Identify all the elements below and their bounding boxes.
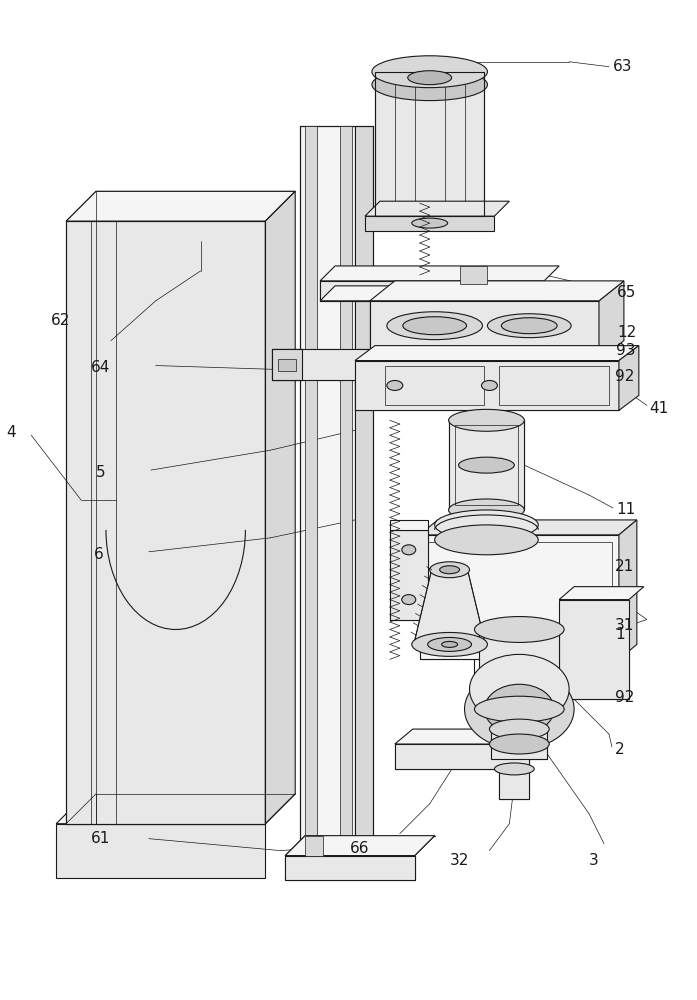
Bar (305, 126, 317, 854)
Bar (370, 301, 599, 361)
Ellipse shape (484, 684, 554, 734)
Text: 31: 31 (615, 618, 634, 633)
Bar (449, 420, 524, 510)
Text: 66: 66 (350, 841, 369, 856)
Bar (305, 836, 323, 856)
Ellipse shape (475, 696, 564, 722)
Polygon shape (619, 346, 639, 410)
Bar (273, 349, 372, 380)
Polygon shape (266, 191, 296, 824)
Ellipse shape (475, 617, 564, 642)
Bar (340, 126, 352, 854)
Ellipse shape (429, 562, 470, 578)
Bar (300, 126, 355, 854)
Text: 41: 41 (649, 401, 668, 416)
Polygon shape (365, 201, 510, 216)
Polygon shape (619, 520, 637, 659)
Bar (491, 729, 547, 759)
Polygon shape (66, 221, 266, 824)
Ellipse shape (470, 654, 569, 724)
Text: 61: 61 (91, 831, 110, 846)
Bar (278, 359, 296, 371)
Ellipse shape (372, 56, 487, 88)
Ellipse shape (489, 719, 549, 739)
Ellipse shape (401, 545, 415, 555)
Text: 92: 92 (615, 369, 634, 384)
Ellipse shape (489, 734, 549, 754)
Polygon shape (390, 520, 428, 530)
Polygon shape (56, 824, 266, 878)
Text: 65: 65 (617, 285, 636, 300)
Ellipse shape (387, 380, 403, 390)
Text: 93: 93 (616, 343, 636, 358)
Polygon shape (56, 794, 296, 824)
Text: 12: 12 (617, 325, 636, 340)
Text: 1: 1 (615, 627, 625, 642)
Bar (355, 126, 373, 854)
Bar (454, 425, 519, 505)
Ellipse shape (372, 69, 487, 101)
Polygon shape (66, 191, 296, 221)
Bar (447, 520, 526, 540)
Bar (375, 72, 484, 216)
Polygon shape (355, 346, 639, 361)
Polygon shape (320, 266, 559, 281)
Bar (385, 366, 484, 405)
Text: 64: 64 (91, 360, 110, 375)
Text: 11: 11 (616, 502, 635, 517)
Bar (375, 72, 484, 216)
Ellipse shape (494, 763, 535, 775)
Ellipse shape (449, 409, 524, 431)
Ellipse shape (482, 380, 498, 390)
Ellipse shape (435, 525, 538, 555)
Polygon shape (414, 570, 485, 644)
Bar (499, 366, 609, 405)
Bar (395, 744, 529, 769)
Ellipse shape (408, 71, 452, 85)
Bar (499, 769, 529, 799)
Ellipse shape (442, 641, 457, 647)
Text: 6: 6 (94, 547, 104, 562)
Bar (559, 600, 629, 699)
Text: 32: 32 (450, 853, 469, 868)
Ellipse shape (401, 595, 415, 605)
Text: 62: 62 (51, 313, 70, 328)
Ellipse shape (403, 317, 466, 335)
Text: 3: 3 (589, 853, 599, 868)
Bar (390, 530, 428, 620)
Polygon shape (599, 281, 624, 361)
Text: 4: 4 (6, 425, 16, 440)
Ellipse shape (464, 669, 574, 749)
Ellipse shape (428, 637, 471, 651)
Bar (273, 349, 302, 380)
Bar (428, 542, 612, 651)
Polygon shape (285, 856, 415, 880)
Ellipse shape (387, 312, 482, 340)
Polygon shape (420, 520, 637, 535)
Bar (355, 361, 619, 410)
Polygon shape (365, 216, 494, 231)
Polygon shape (559, 587, 644, 600)
Text: 63: 63 (613, 59, 632, 74)
Ellipse shape (412, 632, 487, 656)
Text: 2: 2 (615, 742, 625, 757)
Bar (320, 281, 544, 301)
Bar (459, 266, 487, 284)
Text: 92: 92 (615, 690, 634, 705)
Ellipse shape (440, 566, 459, 574)
Polygon shape (285, 836, 435, 856)
Polygon shape (320, 286, 559, 301)
Ellipse shape (435, 510, 538, 540)
Polygon shape (395, 729, 547, 744)
Polygon shape (370, 281, 624, 301)
Text: 21: 21 (615, 559, 634, 574)
Bar (480, 629, 559, 709)
Ellipse shape (487, 314, 571, 338)
Text: 5: 5 (96, 465, 106, 480)
Ellipse shape (459, 457, 514, 473)
Ellipse shape (449, 499, 524, 521)
Ellipse shape (412, 218, 447, 228)
Ellipse shape (501, 318, 557, 334)
Bar (420, 535, 619, 659)
